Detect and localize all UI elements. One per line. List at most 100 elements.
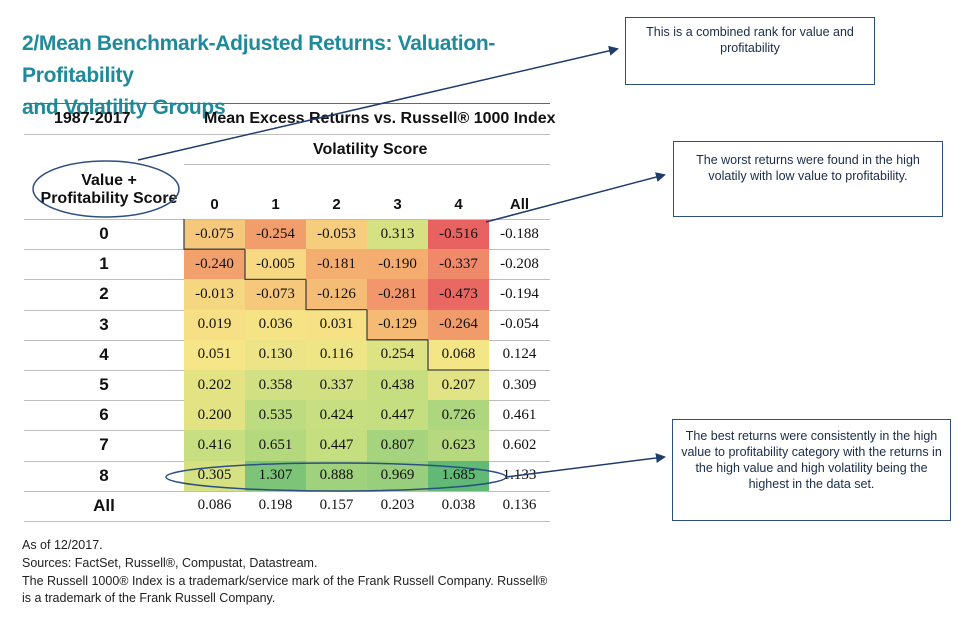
cell-r8-c3: 0.969 (367, 460, 428, 491)
callout-best-returns: The best returns were consistently in th… (672, 419, 951, 521)
chart-title-line1: 2/Mean Benchmark-Adjusted Returns: Valua… (22, 32, 496, 87)
row-axis-ellipse (32, 160, 180, 218)
header-rule (24, 219, 550, 220)
row-label-1: 1 (99, 254, 109, 274)
cell-r0-call: -0.188 (500, 225, 539, 242)
row-axis-label-line1: Value + (81, 172, 137, 189)
diagonal-step-boundary (183, 219, 489, 371)
column-header-3: 3 (393, 196, 402, 213)
cell-r1-c3: -0.190 (367, 249, 428, 280)
cell-r5-call: 0.309 (502, 376, 537, 393)
cell-rall-call: 0.136 (502, 497, 537, 514)
chart-title-line2: and Volatility Groups (22, 96, 226, 119)
cell-r4-c1: 0.130 (245, 339, 306, 370)
cell-r3-c0: 0.019 (184, 309, 245, 340)
cell-rall-c4: 0.038 (441, 497, 476, 514)
cell-r7-c4: 0.623 (428, 430, 489, 461)
cell-r0-c4: -0.516 (428, 219, 489, 250)
cell-r4-c4: 0.068 (428, 339, 489, 370)
callout-combined-rank: This is a combined rank for value and pr… (625, 17, 875, 85)
cell-r5-c1: 0.358 (245, 370, 306, 401)
cell-r0-c1: -0.254 (245, 219, 306, 250)
cell-r3-c4: -0.264 (428, 309, 489, 340)
column-header-0: 0 (210, 196, 219, 213)
chart-title: 2/Mean Benchmark-Adjusted Returns: Valua… (22, 28, 582, 124)
callout-worst-returns: The worst returns were found in the high… (673, 141, 943, 217)
cell-r5-c4: 0.207 (428, 370, 489, 401)
cell-r1-c0: -0.240 (184, 249, 245, 280)
cell-rall-c3: 0.203 (380, 497, 415, 514)
cell-r7-c0: 0.416 (184, 430, 245, 461)
cell-rall-c2: 0.157 (319, 497, 354, 514)
cell-rall-c1: 0.198 (258, 497, 293, 514)
cell-r5-c0: 0.202 (184, 370, 245, 401)
row-label-3: 3 (99, 314, 109, 334)
row-label-0: 0 (99, 224, 109, 244)
cell-r1-c2: -0.181 (306, 249, 367, 280)
cell-r4-c3: 0.254 (367, 339, 428, 370)
row-label-all: All (93, 495, 115, 515)
cell-r2-c0: -0.013 (184, 279, 245, 310)
cell-r6-c2: 0.424 (306, 400, 367, 431)
column-header-1: 1 (271, 196, 280, 213)
row-label-5: 5 (99, 375, 109, 395)
cell-r7-call: 0.602 (502, 436, 537, 453)
footer-sources: Sources: FactSet, Russell®, Compustat, D… (22, 556, 318, 570)
cell-r2-c3: -0.281 (367, 279, 428, 310)
footer-trademark-2: is a trademark of the Frank Russell Comp… (22, 591, 276, 605)
cell-r6-c4: 0.726 (428, 400, 489, 431)
cell-r6-c3: 0.447 (367, 400, 428, 431)
footer-as-of: As of 12/2017. (22, 538, 103, 552)
row-rule (24, 521, 550, 522)
cell-r2-c4: -0.473 (428, 279, 489, 310)
cell-r4-c2: 0.116 (306, 339, 367, 370)
cell-r4-call: 0.124 (502, 346, 537, 363)
column-header-all: All (509, 196, 530, 213)
cell-r5-c3: 0.438 (367, 370, 428, 401)
cell-r0-c3: 0.313 (367, 219, 428, 250)
volatility-label: Volatility Score (313, 141, 428, 158)
row-label-8: 8 (99, 465, 109, 485)
row-label-6: 6 (99, 405, 109, 425)
cell-r3-c2: 0.031 (306, 309, 367, 340)
column-header-4: 4 (454, 196, 463, 213)
row-rule (24, 490, 550, 492)
cell-r3-c1: 0.036 (245, 309, 306, 340)
cell-r0-c0: -0.075 (184, 219, 245, 250)
period-label: 1987-2017 (54, 110, 131, 127)
arrow-best-returns (505, 453, 666, 478)
row-label-2: 2 (99, 284, 109, 304)
cell-r7-c3: 0.807 (367, 430, 428, 461)
cell-r1-c1: -0.005 (245, 249, 306, 280)
cell-r8-c0: 0.305 (184, 460, 245, 491)
table-header: Mean Excess Returns vs. Russell® 1000 In… (204, 110, 556, 127)
cell-r8-c2: 0.888 (306, 460, 367, 491)
cell-rall-c0: 0.086 (197, 497, 232, 514)
table-top-rule (24, 103, 550, 104)
cell-r6-c1: 0.535 (245, 400, 306, 431)
cell-r1-call: -0.208 (500, 255, 539, 272)
column-header-2: 2 (332, 196, 341, 213)
cell-r0-c2: -0.053 (306, 219, 367, 250)
row-axis-label-line2: Profitability Score (40, 190, 178, 207)
cell-r1-c4: -0.337 (428, 249, 489, 280)
row-axis-label: Value + Profitability Score (34, 172, 184, 208)
cell-r2-c2: -0.126 (306, 279, 367, 310)
cell-r7-c1: 0.651 (245, 430, 306, 461)
cell-r5-c2: 0.337 (306, 370, 367, 401)
table-rule-1 (24, 134, 550, 135)
table-rule-2 (184, 164, 550, 165)
cell-r2-c1: -0.073 (245, 279, 306, 310)
cell-r4-c0: 0.051 (184, 339, 245, 370)
cell-r3-call: -0.054 (500, 316, 539, 333)
cell-r6-c0: 0.200 (184, 400, 245, 431)
step-line (183, 219, 489, 371)
cell-r2-call: -0.194 (500, 285, 539, 302)
cell-r8-c1: 1.307 (245, 460, 306, 491)
arrow-combined-rank (137, 45, 619, 161)
row-label-7: 7 (99, 435, 109, 455)
cell-r7-c2: 0.447 (306, 430, 367, 461)
cell-r6-call: 0.461 (502, 406, 537, 423)
cell-r3-c3: -0.129 (367, 309, 428, 340)
